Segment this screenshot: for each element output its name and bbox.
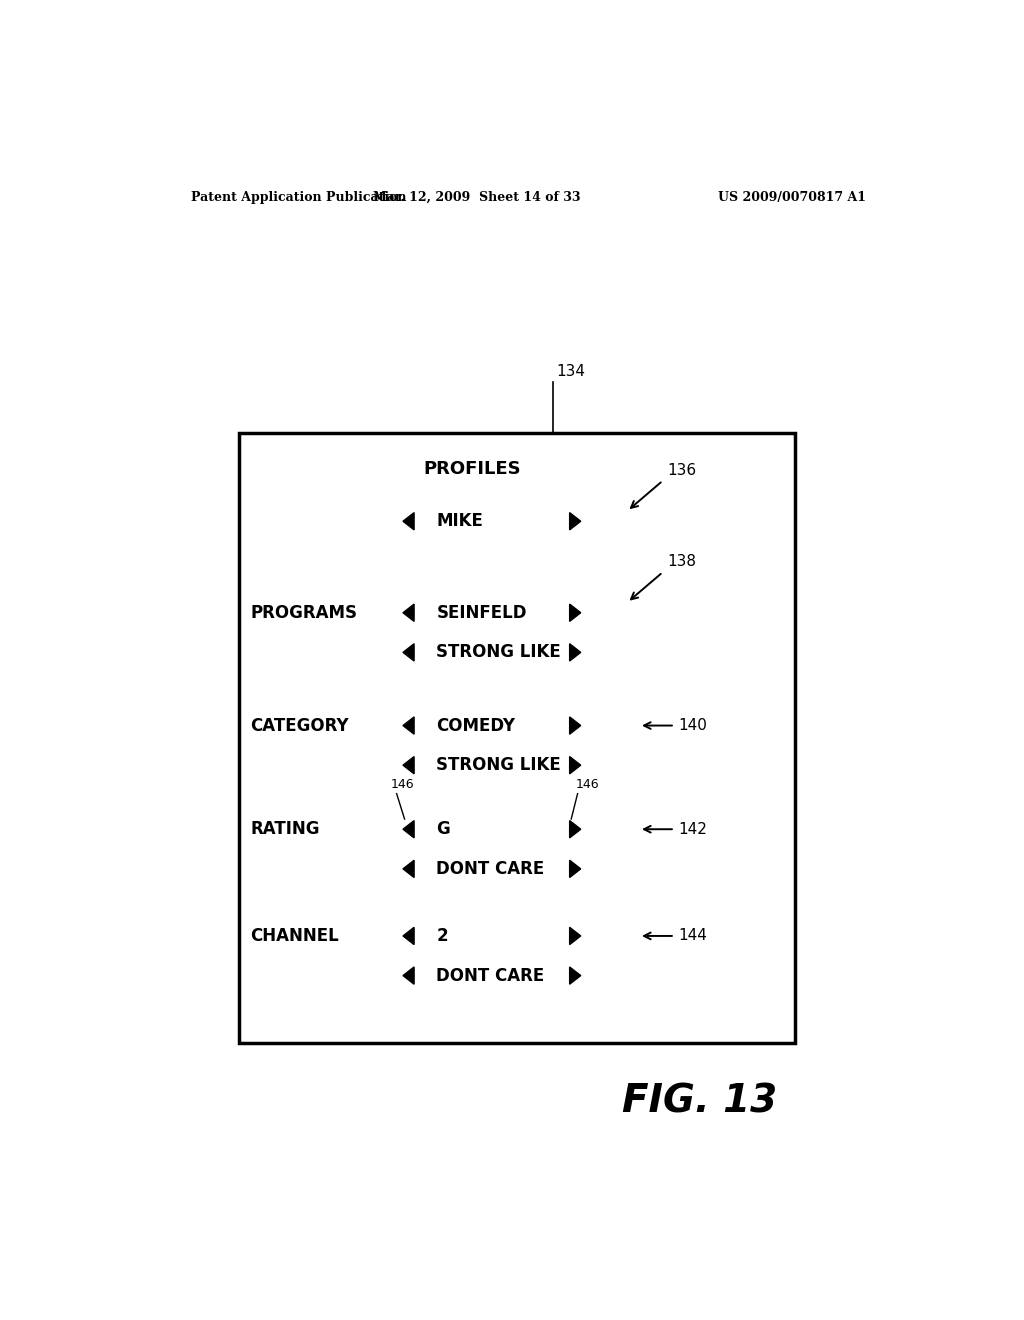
Text: 146: 146	[575, 777, 600, 791]
Text: COMEDY: COMEDY	[436, 717, 515, 734]
Text: CHANNEL: CHANNEL	[250, 927, 339, 945]
Text: SEINFELD: SEINFELD	[436, 603, 526, 622]
Text: MIKE: MIKE	[436, 512, 483, 531]
Text: 138: 138	[667, 554, 696, 569]
Polygon shape	[403, 928, 414, 945]
Polygon shape	[569, 928, 581, 945]
Polygon shape	[403, 861, 414, 878]
Text: DONT CARE: DONT CARE	[436, 859, 545, 878]
Polygon shape	[403, 644, 414, 661]
Polygon shape	[403, 821, 414, 838]
Text: DONT CARE: DONT CARE	[436, 966, 545, 985]
Text: 136: 136	[667, 462, 696, 478]
Polygon shape	[569, 756, 581, 774]
Polygon shape	[403, 968, 414, 985]
Text: 134: 134	[557, 364, 586, 379]
Polygon shape	[569, 821, 581, 838]
Text: 146: 146	[391, 777, 415, 791]
Polygon shape	[569, 644, 581, 661]
Bar	[240, 433, 795, 1043]
Polygon shape	[569, 968, 581, 985]
Polygon shape	[403, 756, 414, 774]
Text: PROFILES: PROFILES	[424, 461, 521, 478]
Polygon shape	[569, 717, 581, 734]
Text: Mar. 12, 2009  Sheet 14 of 33: Mar. 12, 2009 Sheet 14 of 33	[374, 190, 581, 203]
Text: PROGRAMS: PROGRAMS	[250, 603, 357, 622]
Polygon shape	[569, 605, 581, 622]
Text: STRONG LIKE: STRONG LIKE	[436, 643, 561, 661]
Text: 144: 144	[679, 928, 708, 944]
Polygon shape	[569, 512, 581, 529]
Text: G: G	[436, 820, 451, 838]
Text: 142: 142	[679, 822, 708, 837]
Polygon shape	[403, 717, 414, 734]
Polygon shape	[403, 605, 414, 622]
Text: Patent Application Publication: Patent Application Publication	[191, 190, 407, 203]
Text: FIG. 13: FIG. 13	[622, 1082, 777, 1121]
Text: 140: 140	[679, 718, 708, 733]
Polygon shape	[403, 512, 414, 529]
Text: US 2009/0070817 A1: US 2009/0070817 A1	[718, 190, 866, 203]
Text: RATING: RATING	[250, 820, 319, 838]
Text: 2: 2	[436, 927, 447, 945]
Polygon shape	[569, 861, 581, 878]
Text: CATEGORY: CATEGORY	[250, 717, 349, 734]
Text: STRONG LIKE: STRONG LIKE	[436, 756, 561, 775]
